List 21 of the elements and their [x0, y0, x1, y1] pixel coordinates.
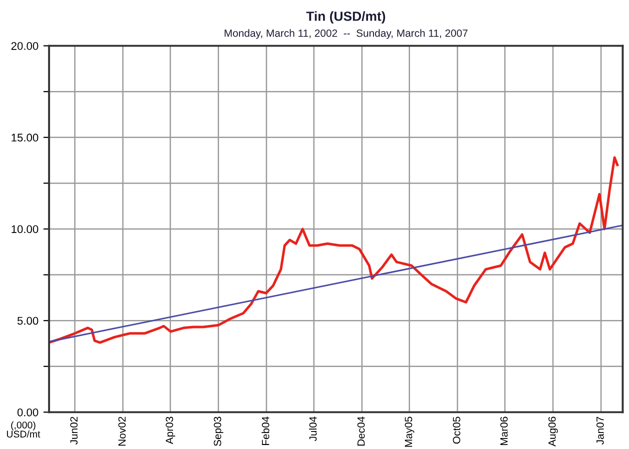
x-tick-label: Oct05 [452, 416, 460, 444]
y-tick-label: 5.00 [17, 316, 38, 325]
line-series [49, 156, 619, 344]
x-tick-label: Apr03 [166, 416, 176, 444]
y-tick-label: 15.00 [12, 134, 38, 142]
x-tick-label: Jul04 [309, 416, 317, 442]
x-tick-label: Mar06 [500, 416, 508, 446]
x-tick-label: Dec04 [357, 416, 365, 446]
x-tick-label: Nov02 [118, 416, 126, 446]
x-tick-label: May05 [404, 416, 414, 447]
x-tick-label: Jun02 [70, 416, 78, 445]
y-axis-title: (,000) USD/mt [6, 421, 40, 438]
y-tick-label: 0.00 [17, 408, 38, 416]
x-tick-label: Aug06 [548, 416, 558, 446]
x-tick-label: Sep03 [214, 416, 224, 446]
x-tick-label: Feb04 [262, 416, 270, 446]
x-tick-label: Jan07 [596, 416, 604, 445]
y-tick-label: 10.00 [12, 225, 38, 234]
chart-title: Tin (USD/mt) [306, 11, 386, 24]
y-tick-label: 20.00 [11, 42, 38, 50]
chart-subtitle: Monday, March 11, 2002 -- Sunday, March 11, 2007 [224, 29, 468, 39]
